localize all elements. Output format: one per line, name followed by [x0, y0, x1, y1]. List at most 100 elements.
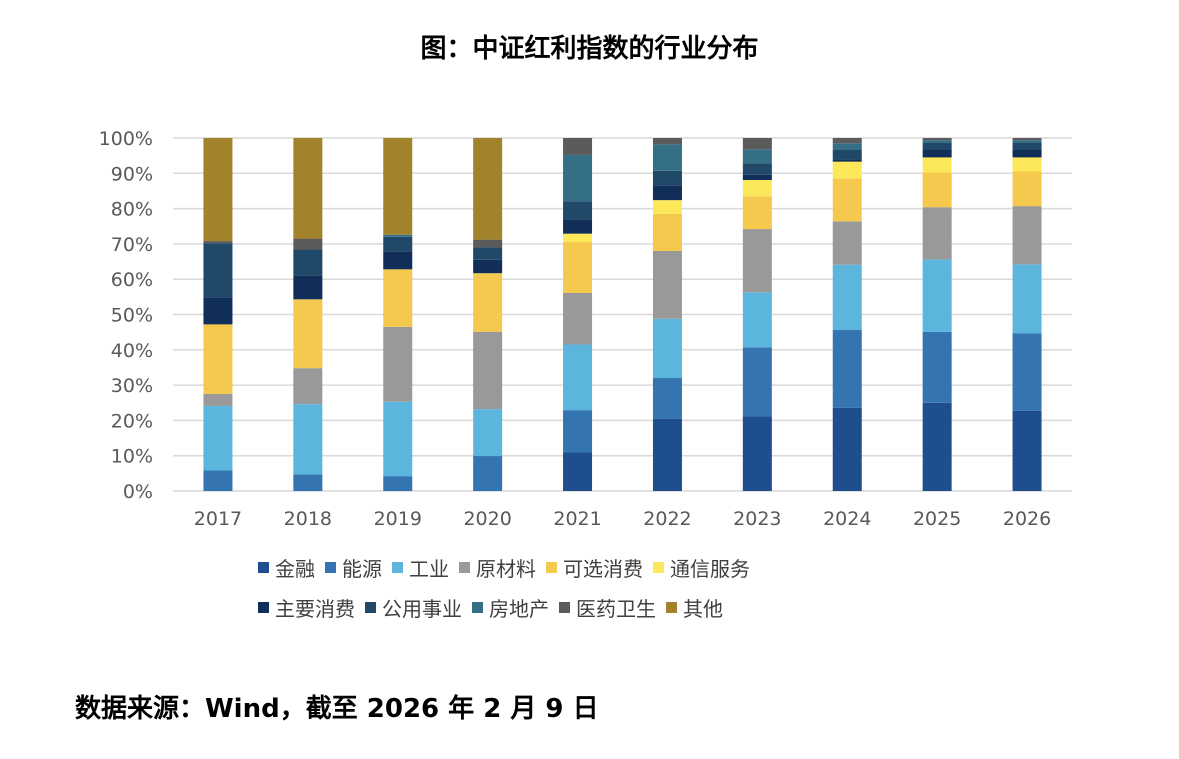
legend-label: 房地产 [489, 597, 549, 621]
bar-segment-2022-1 [652, 378, 682, 419]
legend-item: 工业 [392, 553, 449, 582]
legend-swatch [459, 562, 470, 573]
bar-segment-2021-6 [563, 219, 593, 234]
bar-segment-2017-2 [203, 405, 233, 471]
bar-segment-2022-7 [652, 170, 682, 186]
bar-segment-2022-3 [652, 250, 682, 319]
bar-segment-2019-7 [383, 236, 413, 252]
bar-segment-2025-5 [922, 157, 952, 173]
bar-segment-2019-4 [383, 269, 413, 327]
stacked-bar-chart: 0%10%20%30%40%50%60%70%80%90%100% 2017 20… [99, 128, 1072, 530]
legend-item: 医药卫生 [559, 593, 656, 622]
legend-item: 原材料 [459, 553, 536, 582]
bar-segment-2022-8 [652, 144, 682, 171]
bar-segment-2017-4 [203, 324, 233, 394]
bar-segment-2020-2 [473, 409, 503, 457]
x-tick-label: 2023 [733, 508, 781, 530]
x-tick-label: 2018 [284, 508, 332, 530]
y-tick-label: 40% [111, 340, 153, 362]
bar-segment-2026-9 [1012, 138, 1042, 141]
legend-swatch [325, 562, 336, 573]
bar-segment-2018-3 [293, 368, 323, 405]
y-tick-label: 30% [111, 375, 153, 397]
legend-label: 公用事业 [382, 597, 462, 621]
x-tick-label: 2021 [553, 508, 601, 530]
x-tick-label: 2020 [463, 508, 511, 530]
bar-segment-2020-1 [473, 456, 503, 491]
bar-segment-2025-6 [922, 150, 952, 158]
x-tick-label: 2019 [374, 508, 422, 530]
bar-segment-2020-3 [473, 331, 503, 410]
legend-label: 医药卫生 [576, 597, 656, 621]
bar-segment-2017-9 [203, 241, 233, 244]
bar-segment-2024-7 [832, 149, 862, 160]
y-tick-label: 0% [123, 481, 153, 503]
bar-segment-2018-6 [293, 275, 323, 300]
legend-swatch [472, 602, 483, 613]
bar-segment-2022-2 [652, 318, 682, 379]
bar-segment-2021-9 [563, 138, 593, 155]
bar-segment-2021-1 [563, 410, 593, 453]
bar-segment-2021-4 [563, 242, 593, 293]
legend-item: 金融 [258, 553, 315, 582]
bar-segment-2023-8 [742, 149, 772, 164]
y-axis-ticks: 0% 10% 20% 30% 40% 50% 60% 70% 80% 90% 100% [99, 128, 153, 503]
legend-label: 可选消费 [563, 557, 643, 581]
legend-swatch [653, 562, 664, 573]
bar-segment-2024-2 [832, 264, 862, 331]
bar-segment-2020-9 [473, 239, 503, 248]
legend-item: 能源 [325, 553, 382, 582]
bar-segment-2019-8 [383, 234, 413, 237]
y-tick-label: 90% [111, 163, 153, 185]
x-tick-label: 2022 [643, 508, 691, 530]
x-tick-label: 2026 [1003, 508, 1051, 530]
x-axis-ticks: 2017 2018 2019 2020 2021 2022 2023 2024 2025 2026 [194, 508, 1051, 530]
bar-segment-2023-9 [742, 138, 772, 150]
bar-segment-2026-2 [1012, 264, 1042, 334]
bar-segment-2022-9 [652, 138, 682, 145]
bar-segment-2023-7 [742, 163, 772, 175]
bar-segment-2021-7 [563, 201, 593, 220]
legend-item: 房地产 [472, 593, 549, 622]
bar-segment-2023-5 [742, 180, 772, 197]
bar-segment-2017-10 [203, 138, 233, 242]
bar-segment-2023-6 [742, 174, 772, 181]
bar-segment-2024-9 [832, 138, 862, 144]
legend-swatch [666, 602, 677, 613]
bar-segment-2018-1 [293, 474, 323, 491]
legend-row-1: 金融 能源 工业 原材料 可选消费 通信服务 [258, 553, 760, 582]
bar-segment-2024-3 [832, 221, 862, 265]
bar-segment-2022-6 [652, 185, 682, 201]
bar-segment-2025-1 [922, 331, 952, 403]
bar-segment-2018-4 [293, 299, 323, 369]
bar-segment-2021-8 [563, 154, 593, 202]
bar-segment-2021-5 [563, 233, 593, 243]
legend-item: 公用事业 [365, 593, 462, 622]
x-tick-label: 2017 [194, 508, 242, 530]
bar-segment-2025-9 [922, 138, 952, 141]
bar-segment-2020-4 [473, 273, 503, 332]
bars [203, 138, 1042, 491]
bar-segment-2018-9 [293, 238, 323, 250]
bar-segment-2023-4 [742, 196, 772, 230]
bar-segment-2021-3 [563, 292, 593, 345]
legend-item: 其他 [666, 593, 723, 622]
y-tick-label: 100% [99, 128, 153, 150]
bar-segment-2019-10 [383, 138, 413, 235]
bar-segment-2023-2 [742, 292, 772, 348]
bar-segment-2026-5 [1012, 157, 1042, 172]
bar-segment-2025-2 [922, 259, 952, 332]
y-tick-label: 50% [111, 305, 153, 327]
gridlines [173, 137, 1072, 492]
legend-swatch [392, 562, 403, 573]
bar-segment-2026-1 [1012, 333, 1042, 411]
bar-segment-2024-6 [832, 159, 862, 162]
bar-segment-2025-7 [922, 142, 952, 151]
y-tick-label: 20% [111, 410, 153, 432]
bar-segment-2019-2 [383, 401, 413, 477]
legend-label: 原材料 [476, 557, 536, 581]
legend-swatch [258, 562, 269, 573]
bar-segment-2026-3 [1012, 206, 1042, 265]
bar-segment-2024-1 [832, 330, 862, 408]
legend-swatch [546, 562, 557, 573]
